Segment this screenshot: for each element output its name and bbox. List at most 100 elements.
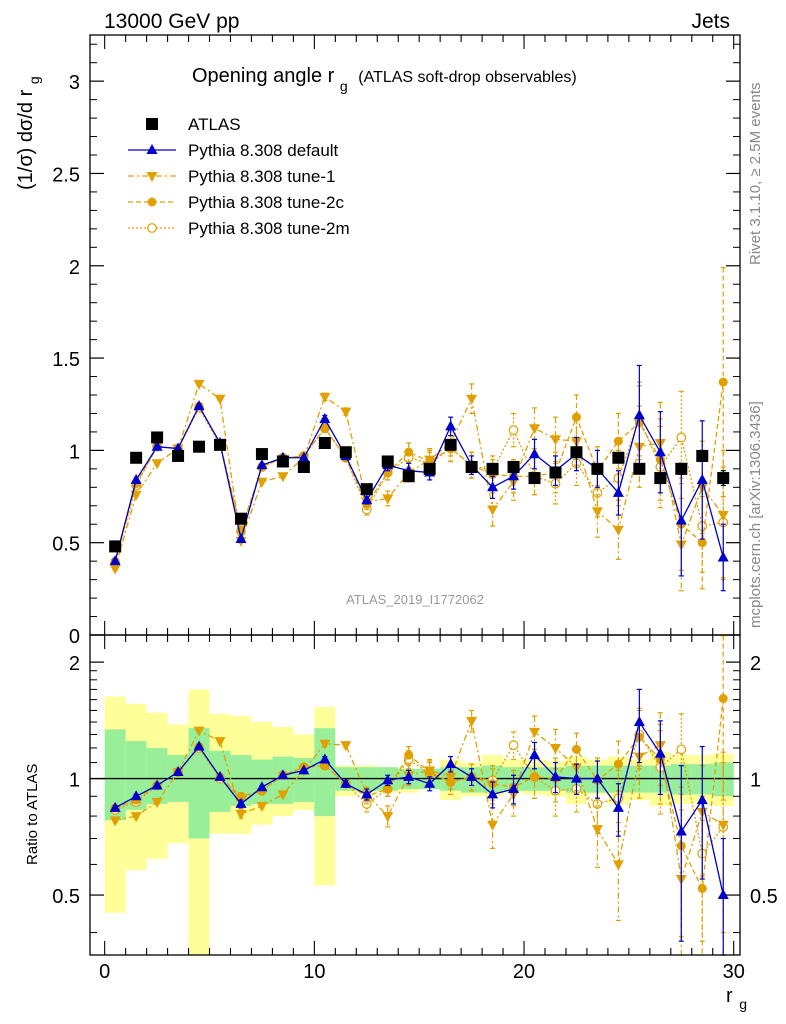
ratio-point-default: [508, 782, 520, 793]
chart-title-main: Opening angle r: [192, 65, 335, 87]
main-point-tune1: [109, 564, 121, 575]
ratio-point-default: [256, 781, 268, 792]
main-point-default: [298, 451, 310, 462]
ratio-point-default: [529, 749, 541, 760]
legend-marker-data: [146, 118, 158, 130]
ratio-point-tune1: [424, 766, 436, 777]
y-axis-label-main: (1/σ) dσ/d r: [15, 89, 37, 190]
main-point-data: [318, 437, 331, 449]
main-point-data: [528, 472, 541, 485]
main-point-default: [696, 473, 708, 484]
ratio-point-tune2c: [530, 772, 540, 782]
chart-title-subscript: g: [340, 78, 348, 94]
main-point-default: [508, 470, 520, 481]
main-point-tune1: [612, 525, 624, 536]
main-point-data: [486, 462, 499, 475]
ratio-point-tune1: [109, 816, 121, 827]
ratio-point-default: [277, 769, 289, 780]
ratio-point-default: [696, 794, 708, 805]
ratio-point-tune2c: [613, 759, 623, 769]
main-point-default: [633, 409, 645, 420]
main-point-tune1: [193, 379, 205, 390]
main-point-default: [654, 446, 666, 457]
main-point-default: [193, 400, 205, 411]
header-process: Jets: [691, 10, 730, 33]
main-point-data: [507, 461, 520, 473]
ratio-point-default: [591, 772, 603, 783]
ratio-point-tune1: [591, 825, 603, 836]
ratio-point-default: [717, 889, 729, 900]
ratio-band-inner: [272, 756, 294, 804]
ratio-ytick-label: 1: [69, 770, 80, 792]
main-line-tune1: [114, 382, 724, 569]
ratio-point-default: [654, 747, 666, 758]
watermark: ATLAS_2019_I1772062: [346, 592, 484, 607]
main-point-tune2m: [508, 425, 519, 435]
main-point-data: [633, 462, 646, 475]
main-point-data: [255, 448, 268, 461]
main-point-data: [234, 512, 247, 525]
legend-label-tune2c: Pythia 8.308 tune-2c: [188, 193, 344, 212]
main-point-data: [339, 446, 352, 459]
main-point-default: [235, 533, 247, 543]
y-axis-label-subscript: g: [26, 76, 42, 84]
legend-label-data: ATLAS: [188, 115, 241, 134]
ratio-line-tune2m: [114, 732, 724, 856]
main-ytick-label: 0: [69, 626, 80, 648]
main-point-data: [549, 466, 562, 479]
ratio-ytick-label-right: 0.5: [750, 886, 778, 908]
ratio-point-default: [403, 770, 415, 781]
main-point-default: [445, 420, 457, 431]
ratio-point-default: [319, 753, 331, 764]
ratio-point-tune2c: [697, 883, 707, 893]
ratio-point-default: [487, 788, 499, 799]
main-point-data: [570, 446, 583, 459]
main-point-data: [654, 472, 667, 485]
ratio-point-default: [466, 770, 478, 781]
ratio-point-tune1: [256, 801, 268, 812]
ratio-point-tune1: [340, 741, 352, 752]
legend: ATLAS Pythia 8.308 default Pythia 8.308 tu…: [128, 115, 350, 238]
ratio-point-tune1: [612, 860, 624, 871]
legend-label-tune1: Pythia 8.308 tune-1: [188, 167, 335, 186]
main-point-data: [297, 461, 310, 473]
ratio-axis-label: Ratio to ATLAS: [24, 764, 41, 865]
main-point-data: [151, 431, 164, 444]
ratio-point-default: [424, 777, 436, 788]
main-point-data: [717, 472, 730, 485]
main-point-tune2c: [718, 377, 728, 387]
main-ytick-label: 1: [69, 441, 80, 463]
ratio-ytick-label-right: 2: [750, 653, 761, 675]
main-point-tune1: [151, 459, 163, 470]
ratio-line-default: [114, 720, 724, 896]
main-point-tune1: [466, 394, 478, 405]
main-point-data: [172, 449, 185, 462]
main-point-default: [130, 473, 142, 484]
main-ytick-label: 0.5: [52, 534, 80, 556]
ratio-point-tune2m: [676, 744, 687, 755]
mcplots-label: mcplots.cern.ch [arXiv:1306.3436]: [747, 401, 764, 628]
x-tick-label: 30: [723, 961, 745, 983]
main-point-tune1: [424, 455, 436, 466]
main-point-data: [130, 451, 143, 464]
ratio-point-default: [382, 774, 394, 785]
main-point-default: [361, 494, 373, 505]
main-point-tune1: [130, 490, 142, 501]
header-collision: 13000 GeV pp: [104, 10, 239, 33]
chart-title: Opening angle r g (ATLAS soft-drop obser…: [192, 65, 577, 96]
ratio-band-inner: [146, 747, 168, 804]
y-axis-label: (1/σ) dσ/d r g: [15, 76, 42, 190]
ratio-point-default: [298, 764, 310, 775]
ratio-point-default: [235, 797, 247, 808]
main-point-data: [360, 483, 373, 496]
main-point-default: [529, 448, 541, 459]
main-point-data: [696, 449, 709, 462]
ratio-point-tune1: [130, 812, 142, 823]
ratio-ytick-label: 0.5: [52, 886, 80, 908]
ratio-point-tune1: [214, 737, 226, 748]
main-point-data: [381, 455, 394, 468]
ratio-point-tune1: [466, 716, 478, 727]
x-tick-label: 20: [513, 961, 535, 983]
ratio-point-tune1: [382, 812, 394, 823]
ratio-point-tune1: [277, 790, 289, 801]
